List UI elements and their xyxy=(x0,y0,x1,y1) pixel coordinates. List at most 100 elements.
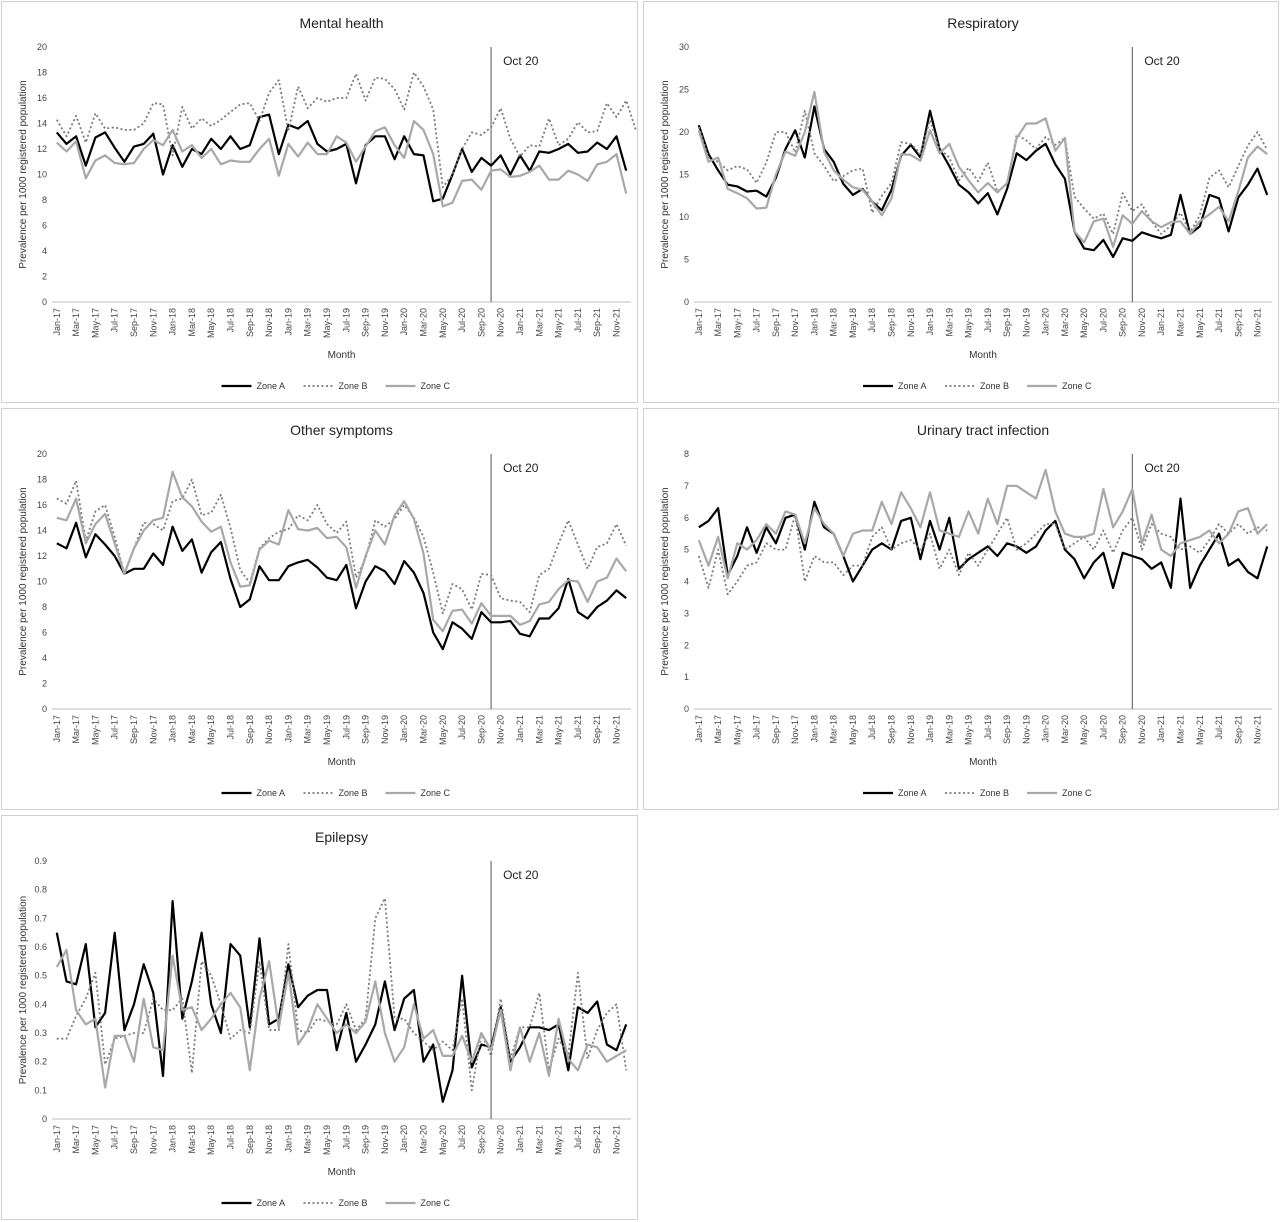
x-tick-label: Mar-21 xyxy=(534,1125,544,1154)
x-tick-label: Jul-19 xyxy=(341,308,351,333)
chart-title: Other symptoms xyxy=(290,422,393,438)
x-tick-label: Mar-19 xyxy=(944,715,954,744)
x-tick-label: Nov-18 xyxy=(264,1125,274,1154)
x-tick-label: Mar-21 xyxy=(534,715,544,744)
oct-20-annotation: Oct 20 xyxy=(1144,461,1180,475)
x-tick-label: Jan-19 xyxy=(283,715,293,743)
x-tick-label: Sep-21 xyxy=(1233,308,1243,337)
y-tick-label: 10 xyxy=(37,577,47,587)
x-tick-label: Jan-18 xyxy=(168,1125,178,1153)
x-tick-label: May-17 xyxy=(90,715,100,745)
y-tick-label: 4 xyxy=(42,653,47,663)
y-tick-label: 2 xyxy=(684,640,689,650)
x-tick-label: Jan-18 xyxy=(809,715,819,743)
y-tick-label: 8 xyxy=(42,195,47,205)
x-tick-label: May-21 xyxy=(554,308,564,338)
y-tick-label: 0.8 xyxy=(34,885,47,895)
legend-label: Zone C xyxy=(1062,788,1092,798)
oct-20-annotation: Oct 20 xyxy=(503,868,539,882)
x-tick-label: Sep-20 xyxy=(476,308,486,337)
x-tick-label: Nov-19 xyxy=(1021,715,1031,744)
y-tick-label: 25 xyxy=(679,85,689,95)
x-tick-label: May-18 xyxy=(206,715,216,745)
x-tick-label: Nov-17 xyxy=(148,1125,158,1154)
x-tick-label: Jan-19 xyxy=(925,715,935,743)
x-tick-label: Jul-19 xyxy=(341,1125,351,1150)
x-tick-label: Sep-17 xyxy=(771,308,781,337)
x-axis-label: Month xyxy=(328,1167,356,1178)
x-tick-label: May-20 xyxy=(438,715,448,745)
x-tick-label: Mar-20 xyxy=(419,1125,429,1154)
x-tick-label: Jul-18 xyxy=(226,1125,236,1150)
x-tick-label: Mar-21 xyxy=(1175,308,1185,337)
x-tick-label: Mar-20 xyxy=(1060,308,1070,337)
y-tick-label: 0 xyxy=(684,297,689,307)
x-tick-label: Jan-18 xyxy=(168,308,178,336)
x-tick-label: Sep-18 xyxy=(245,715,255,744)
y-axis-label: Prevalence per 1000 registered populatio… xyxy=(18,80,29,268)
series-line-zone-a xyxy=(55,113,628,203)
y-tick-label: 2 xyxy=(42,679,47,689)
x-tick-label: Sep-18 xyxy=(245,1125,255,1154)
x-tick-label: May-20 xyxy=(1079,308,1089,338)
x-tick-label: May-18 xyxy=(206,308,216,338)
y-tick-label: 10 xyxy=(679,212,689,222)
x-tick-label: Sep-21 xyxy=(592,1125,602,1154)
x-tick-label: Jan-21 xyxy=(515,1125,525,1153)
y-tick-label: 14 xyxy=(37,119,47,129)
x-tick-label: Nov-21 xyxy=(612,308,622,337)
x-tick-label: Sep-17 xyxy=(129,715,139,744)
x-tick-label: Mar-18 xyxy=(829,715,839,744)
x-tick-label: Mar-17 xyxy=(71,308,81,337)
x-tick-label: Jul-18 xyxy=(226,715,236,740)
y-tick-label: 4 xyxy=(684,577,689,587)
x-tick-label: Jul-21 xyxy=(573,308,583,333)
x-tick-label: Nov-20 xyxy=(1137,715,1147,744)
x-tick-label: Mar-21 xyxy=(1175,715,1185,744)
x-tick-label: Jan-20 xyxy=(1041,308,1051,336)
x-axis-label: Month xyxy=(328,350,356,361)
series-line-zone-c xyxy=(55,948,627,1089)
series-line-zone-a xyxy=(697,105,1269,258)
y-tick-label: 0.4 xyxy=(34,999,47,1009)
x-tick-label: Jan-19 xyxy=(925,308,935,336)
y-tick-label: 14 xyxy=(37,526,47,536)
x-tick-label: Jul-17 xyxy=(752,308,762,333)
x-tick-label: May-18 xyxy=(206,1125,216,1155)
x-tick-label: Mar-18 xyxy=(187,1125,197,1154)
x-tick-label: Jul-20 xyxy=(457,1125,467,1150)
x-tick-label: Sep-20 xyxy=(476,1125,486,1154)
x-tick-label: Jul-21 xyxy=(1214,308,1224,333)
chart-title: Respiratory xyxy=(947,15,1019,31)
series-line-zone-a xyxy=(55,899,628,1103)
chart-panel-epilepsy: Epilepsy 0 0.1 0.2 0.3 0.4 0.5 0.6 0.7 0.8 0.9 Jan-… xyxy=(1,815,638,1220)
x-tick-label: Jan-18 xyxy=(809,308,819,336)
x-tick-label: Nov-20 xyxy=(1137,308,1147,337)
y-axis-label: Prevalence per 1000 registered populatio… xyxy=(18,487,29,675)
x-tick-label: Nov-18 xyxy=(906,308,916,337)
x-tick-label: Nov-20 xyxy=(496,308,506,337)
x-tick-label: Nov-21 xyxy=(612,715,622,744)
chart-panel-respiratory: Respiratory 0 5 10 15 20 25 30 Jan-17 Mar-17 May-1… xyxy=(643,1,1279,403)
x-tick-label: Jan-20 xyxy=(1041,715,1051,743)
x-tick-label: Jul-20 xyxy=(457,308,467,333)
x-tick-label: Nov-17 xyxy=(790,308,800,337)
legend-label: Zone C xyxy=(421,1198,451,1208)
x-tick-label: Jan-17 xyxy=(694,308,704,336)
x-tick-label: Sep-19 xyxy=(361,715,371,744)
x-tick-label: Nov-17 xyxy=(790,715,800,744)
chart-svg: Respiratory 0 5 10 15 20 25 30 Jan-17 Mar-17 May-1… xyxy=(660,15,1272,391)
x-tick-label: Sep-17 xyxy=(129,308,139,337)
x-tick-label: May-17 xyxy=(732,715,742,745)
x-tick-label: Mar-17 xyxy=(713,308,723,337)
x-tick-label: Nov-17 xyxy=(148,715,158,744)
x-tick-label: Mar-17 xyxy=(71,715,81,744)
x-tick-label: Mar-20 xyxy=(1060,715,1070,744)
legend-label: Zone A xyxy=(257,1198,286,1208)
x-tick-label: Nov-21 xyxy=(612,1125,622,1154)
y-axis-label: Prevalence per 1000 registered populatio… xyxy=(18,896,29,1084)
x-tick-label: Nov-19 xyxy=(1021,308,1031,337)
x-axis-label: Month xyxy=(328,757,356,768)
x-tick-label: Sep-21 xyxy=(1233,715,1243,744)
x-tick-label: May-20 xyxy=(1079,715,1089,745)
